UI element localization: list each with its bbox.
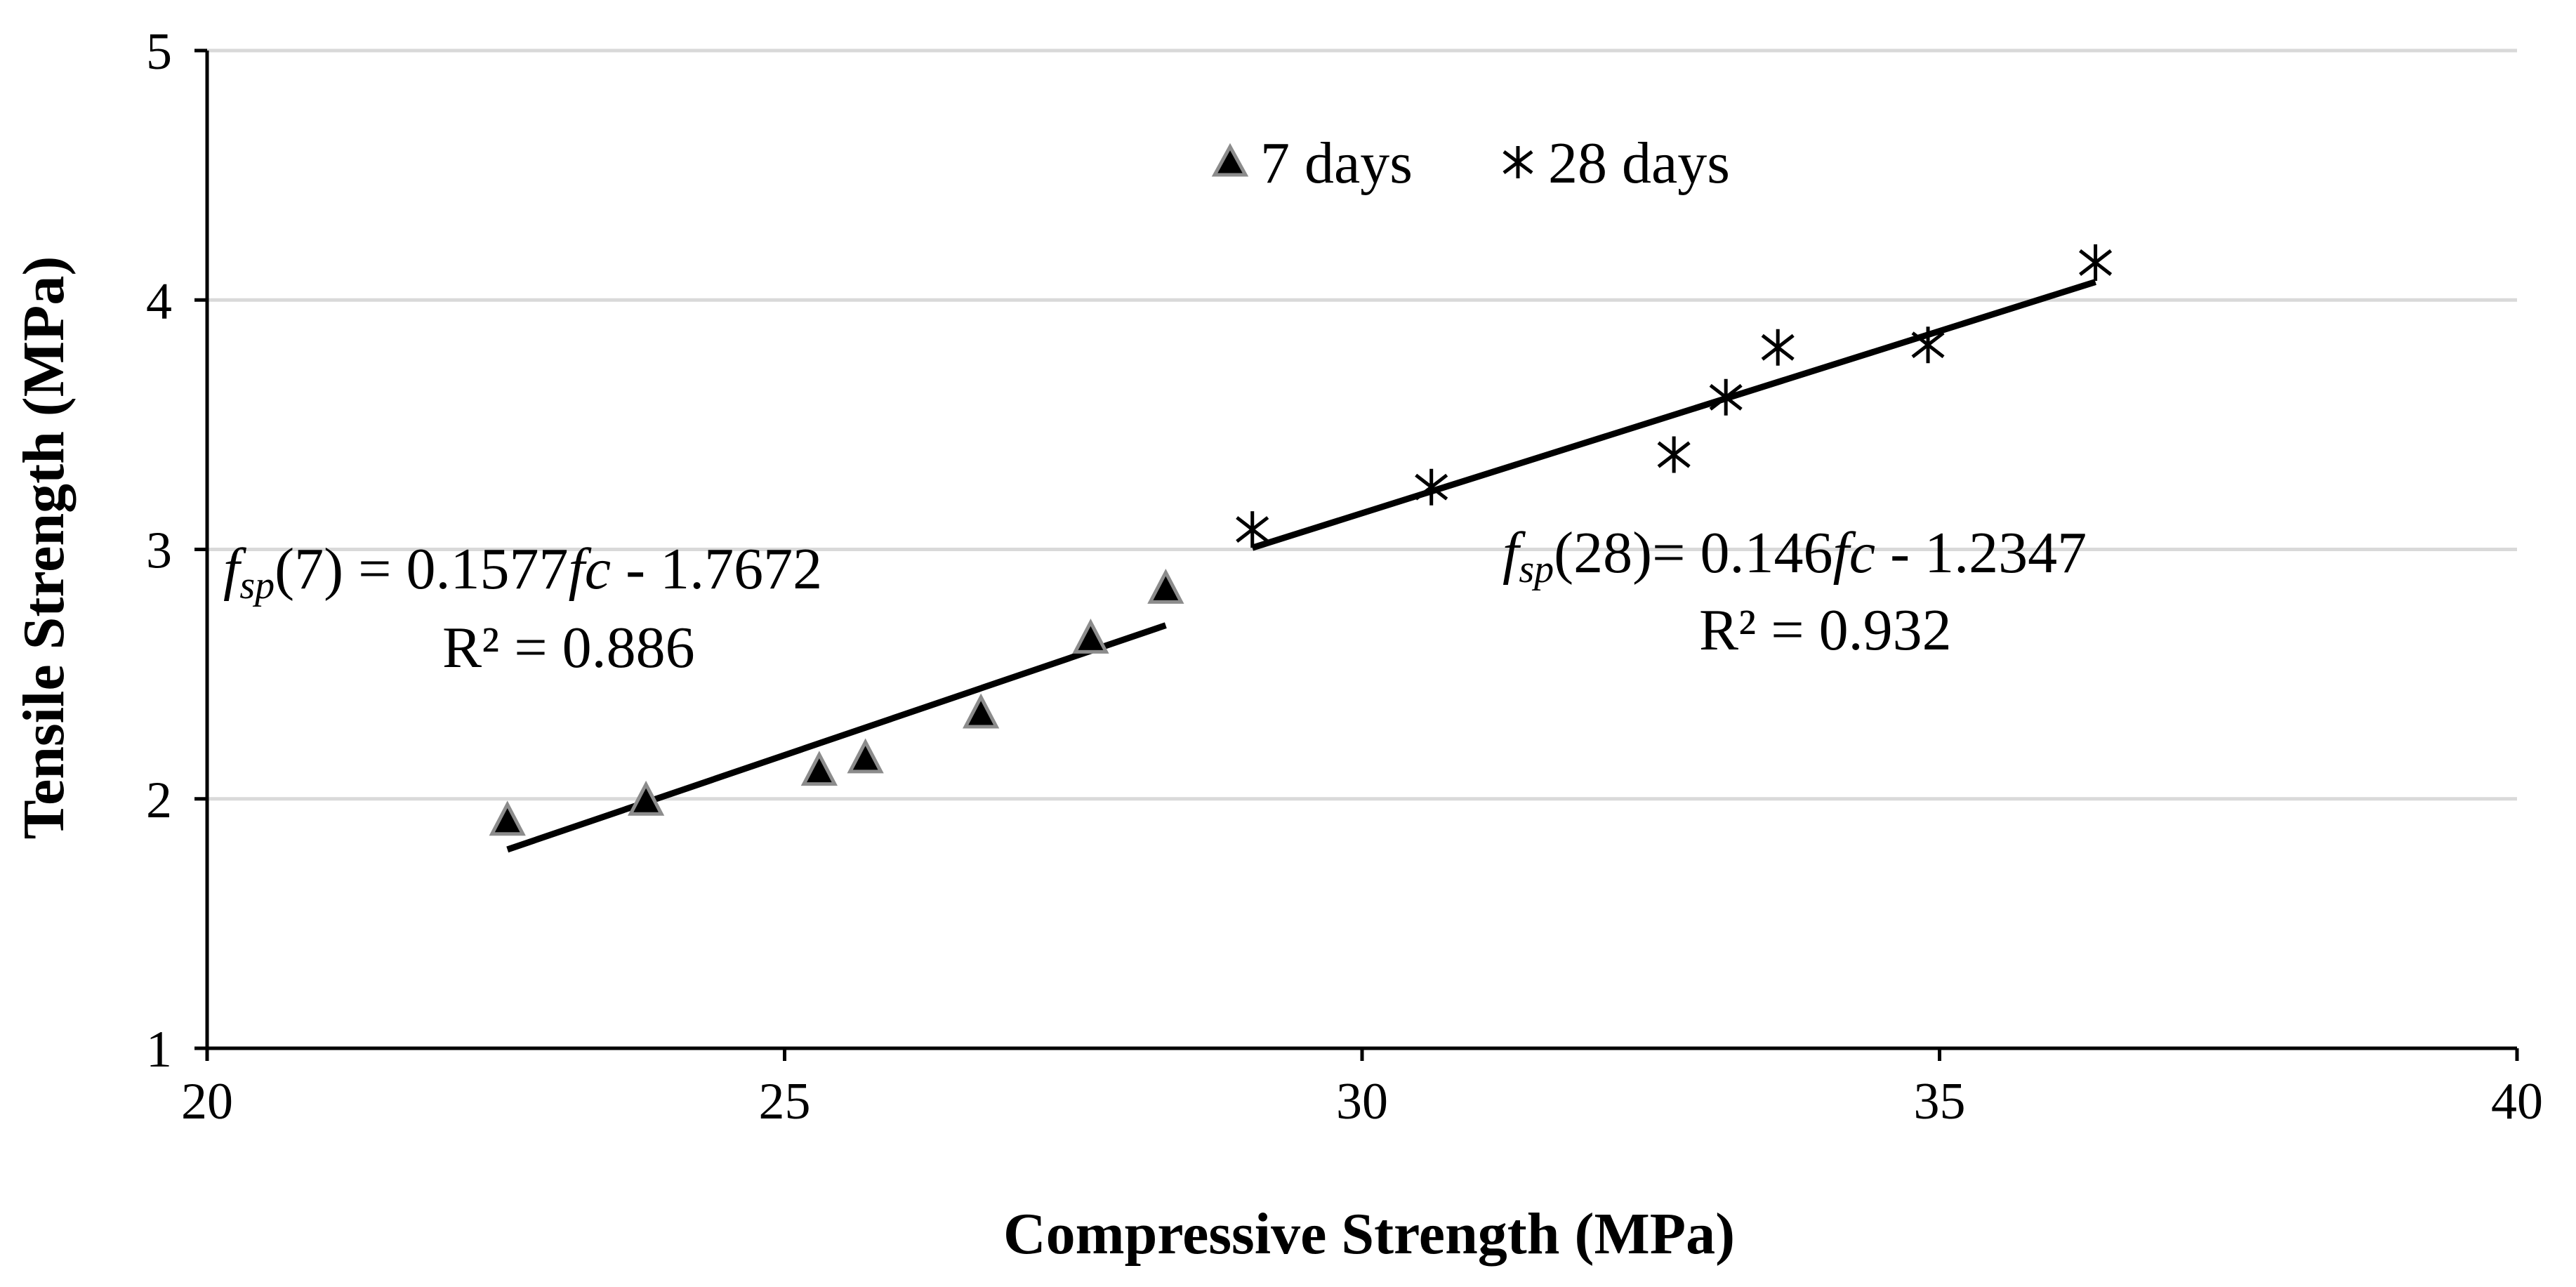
eq7-suffix: - 1.7672 — [611, 536, 822, 602]
legend: 7 days 28 days — [1211, 131, 1730, 196]
point-28-days-5 — [1911, 326, 1945, 364]
x-tick-label-20: 20 — [181, 1073, 233, 1130]
x-tick-label-40: 40 — [2491, 1073, 2543, 1130]
eq28-sub: sp — [1519, 548, 1554, 591]
y-tick-label-2: 2 — [146, 772, 172, 829]
point-7-days-3 — [847, 738, 884, 774]
y-tick-label-1: 1 — [146, 1021, 172, 1078]
eq7-fc: fc — [568, 536, 611, 602]
y-axis-title: Tensile Strength (MPa) — [11, 256, 77, 840]
eq7-sub: sp — [239, 564, 275, 607]
point-7-days-0 — [489, 800, 526, 836]
point-7-days-2 — [800, 751, 838, 786]
x-tick-label-25: 25 — [759, 1073, 811, 1130]
eq7-mid: (7) = 0.1577 — [275, 536, 568, 602]
eq28-suffix: - 1.2347 — [1875, 520, 2087, 586]
r2-7-days: R² = 0.886 — [442, 615, 695, 680]
tick-labels: 1 2 3 4 5 20 25 30 35 40 — [146, 23, 2543, 1130]
y-tick-label-5: 5 — [146, 23, 172, 81]
legend-label-7-days: 7 days — [1260, 131, 1413, 196]
equation-7-days: fsp(7) = 0.1577fc - 1.7672 — [223, 536, 822, 607]
gridlines — [207, 48, 2517, 801]
point-28-days-2 — [1657, 436, 1691, 473]
point-7-days-1 — [627, 780, 665, 816]
legend-label-28-days: 28 days — [1548, 131, 1730, 196]
point-7-days-6 — [1147, 568, 1184, 604]
x-axis-title: Compressive Strength (MPa) — [1003, 1201, 1735, 1267]
trendlines — [506, 279, 2096, 853]
legend-marker-28-days — [1502, 146, 1533, 178]
legend-marker-7-days — [1211, 143, 1249, 177]
x-tick-label-30: 30 — [1336, 1073, 1388, 1130]
trendline-28-days — [1251, 279, 2096, 551]
point-28-days-6 — [2079, 244, 2113, 281]
point-28-days-4 — [1761, 329, 1795, 366]
equation-28-days: fsp(28)= 0.146fc - 1.2347 — [1502, 520, 2087, 591]
point-28-days-1 — [1415, 468, 1448, 506]
point-7-days-4 — [963, 693, 1000, 729]
x-tick-label-35: 35 — [1914, 1073, 1966, 1130]
point-28-days-3 — [1709, 378, 1743, 416]
axes — [194, 48, 2519, 1061]
y-tick-label-3: 3 — [146, 522, 172, 580]
point-28-days-0 — [1236, 511, 1269, 548]
data-points — [489, 244, 2113, 836]
eq28-fc: fc — [1832, 520, 1875, 586]
y-tick-label-4: 4 — [146, 272, 172, 330]
point-7-days-5 — [1072, 619, 1109, 654]
r2-28-days: R² = 0.932 — [1699, 598, 1952, 663]
trendline-7-days — [506, 622, 1167, 853]
eq28-mid: (28)= 0.146 — [1554, 520, 1832, 586]
